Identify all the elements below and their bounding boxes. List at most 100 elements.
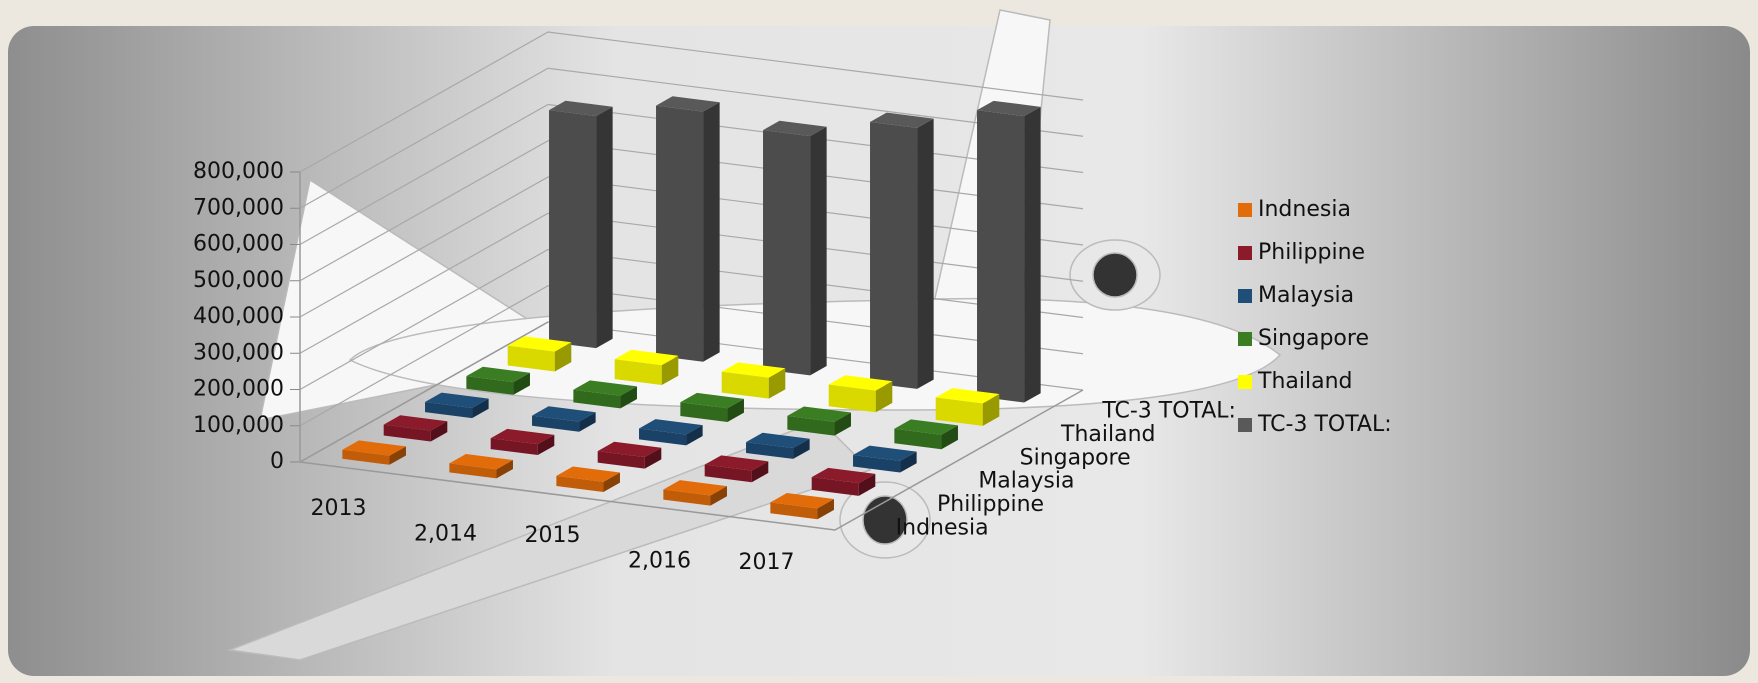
bar-side (875, 381, 893, 413)
legend-swatch (1238, 418, 1252, 432)
bar (383, 415, 448, 442)
bar-top (556, 466, 620, 482)
bar-front (828, 384, 876, 413)
bar-front (507, 345, 555, 372)
y-tick-label: 0 (270, 449, 284, 474)
bar-top (449, 454, 513, 470)
bar-side (768, 368, 786, 399)
bar-front (532, 415, 580, 432)
bar (663, 480, 727, 506)
bar (828, 375, 893, 413)
bar-side (834, 412, 851, 436)
bar (449, 454, 513, 479)
bar-front (721, 371, 769, 399)
bar-top (828, 375, 893, 391)
y-tick-label: 100,000 (193, 413, 284, 438)
y-tick-label: 200,000 (193, 377, 284, 402)
bar-side (686, 425, 703, 446)
bar-front (466, 376, 514, 395)
bar-front (342, 449, 390, 465)
grid-line (299, 31, 1084, 173)
bar-side (858, 473, 876, 496)
bar-top (490, 428, 555, 445)
legend-label: Philippine (1258, 240, 1365, 265)
bar (935, 388, 1000, 426)
bar (556, 466, 620, 492)
bar-side (727, 398, 744, 422)
bar-front (556, 475, 604, 492)
bar (977, 100, 1041, 403)
bar (532, 406, 596, 432)
legend-swatch (1238, 375, 1252, 389)
bar-side (941, 425, 958, 450)
bar-front (614, 359, 662, 386)
bar-top (342, 440, 406, 456)
bar-front (977, 110, 1025, 403)
bar-side (703, 102, 720, 362)
legend-label: Malaysia (1258, 283, 1354, 308)
bar (853, 445, 917, 473)
bar-front (383, 424, 431, 442)
bar-top (656, 96, 720, 112)
bar (342, 440, 406, 465)
bar-front (870, 121, 918, 389)
bar (763, 120, 827, 376)
bar (811, 467, 876, 496)
x-tick-label: 2,016 (628, 549, 691, 574)
bar (680, 392, 744, 422)
bar-top (466, 366, 530, 383)
bar-front (639, 428, 687, 446)
series-axis-label: Indnesia (896, 515, 989, 540)
bar-top (614, 349, 679, 366)
bar-front (680, 402, 728, 422)
bar-top (383, 415, 448, 431)
y-tick-label: 300,000 (193, 340, 284, 365)
bar-front (811, 477, 859, 496)
bar-side (751, 461, 769, 483)
bar-top (746, 432, 810, 449)
legend-swatch (1238, 289, 1252, 303)
legend-swatch (1238, 332, 1252, 346)
bar-front (894, 428, 942, 450)
y-tick-label: 700,000 (193, 195, 284, 220)
bar-top (507, 336, 572, 352)
series-axis-label: Singapore (1020, 445, 1131, 470)
bar (656, 96, 720, 362)
bar-top (704, 455, 769, 471)
bar (549, 100, 613, 349)
bar (770, 492, 834, 520)
bar (614, 349, 679, 386)
bar-front (490, 438, 538, 456)
bar-side (900, 451, 917, 473)
bar-top (763, 120, 827, 137)
bar-front (704, 464, 752, 483)
bar-side (644, 447, 662, 469)
bar-side (472, 398, 489, 419)
legend-label: Singapore (1258, 326, 1369, 351)
bar-front (763, 130, 811, 376)
bar-side (1024, 106, 1041, 403)
x-tick-label: 2,014 (414, 521, 477, 546)
bar-top (532, 406, 596, 422)
bar (597, 441, 662, 469)
bar (573, 380, 637, 409)
bar-side (513, 372, 530, 395)
bar (466, 366, 530, 395)
bar-top (721, 362, 786, 378)
bar-top (425, 392, 489, 408)
legend-label: TC-3 TOTAL: (1257, 412, 1392, 437)
bar-top (680, 392, 744, 409)
bar (894, 419, 958, 450)
bar-top (811, 467, 876, 484)
bar-side (596, 106, 613, 349)
bar (746, 432, 810, 459)
bar-front (746, 442, 794, 459)
series-axis-label: Philippine (937, 492, 1044, 517)
bar-top (663, 480, 727, 496)
bar-front (549, 110, 597, 349)
x-tick-label: 2015 (525, 523, 581, 548)
bar-top (770, 492, 834, 509)
bar-side (537, 434, 555, 456)
bar-top (787, 406, 851, 422)
